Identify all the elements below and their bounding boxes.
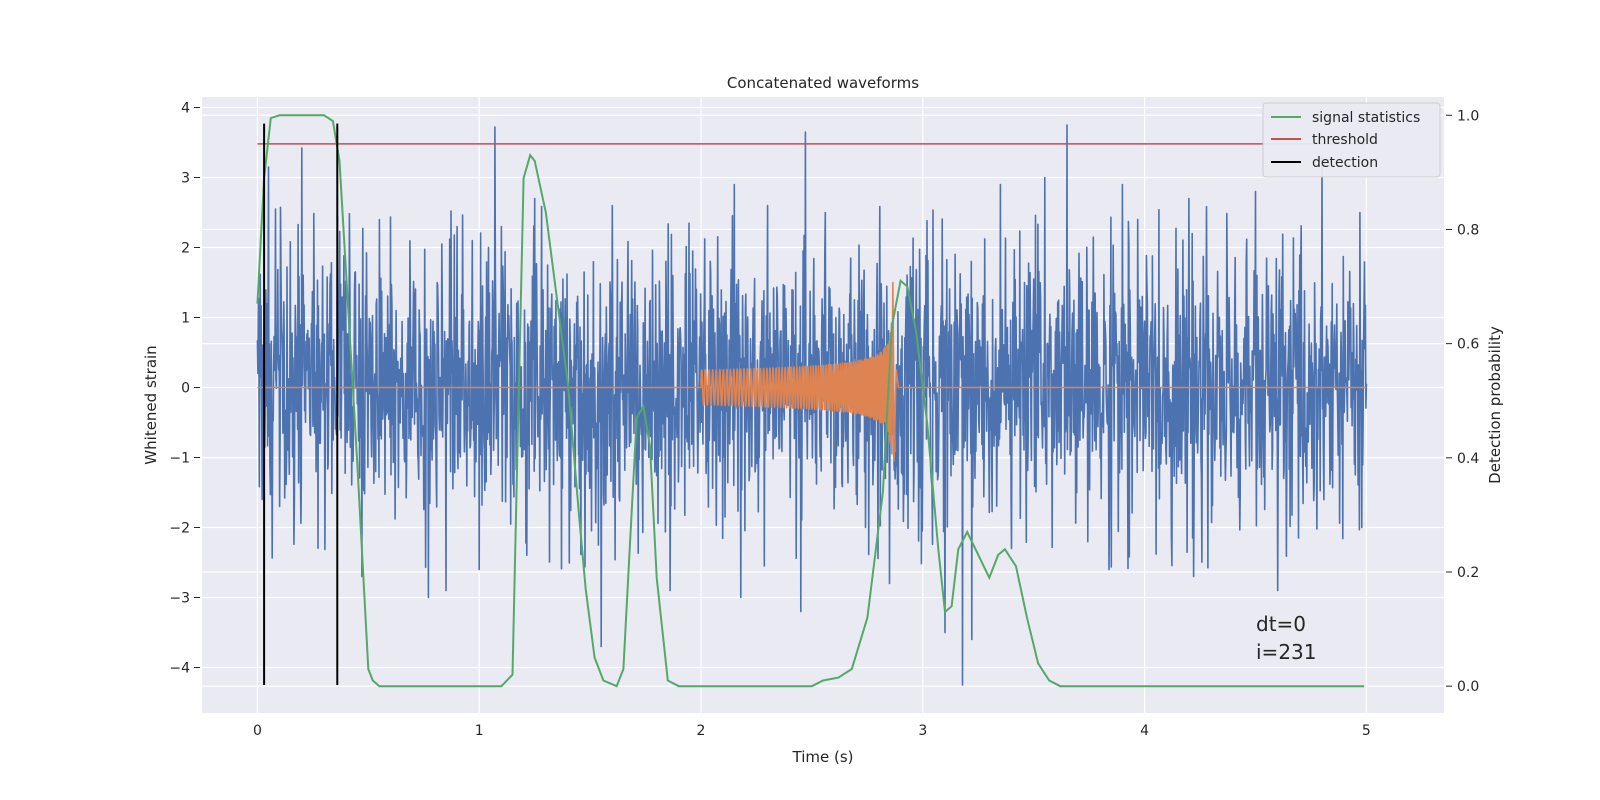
annotation-index: i=231 — [1256, 640, 1317, 664]
y-tick-label: 2 — [181, 241, 190, 257]
x-tick-label: 4 — [1140, 723, 1149, 739]
y-tick-label: 4 — [181, 101, 190, 117]
legend-detection-label: detection — [1312, 155, 1378, 171]
legend-statistics-label: signal statistics — [1312, 110, 1420, 126]
x-tick-label: 2 — [697, 723, 706, 739]
y-tick-label: −2 — [169, 521, 190, 537]
right-y-axis-ticks: 0.0 0.2 0.4 0.6 0.8 1.0 — [1446, 108, 1479, 695]
signal-statistics-line — [256, 114, 1365, 688]
chart-title: Concatenated waveforms — [727, 74, 919, 92]
y-tick-label: −4 — [169, 661, 190, 677]
right-y-tick-label: 0.0 — [1457, 679, 1479, 695]
right-y-tick-label: 0.2 — [1457, 565, 1479, 581]
y-tick-label: 0 — [181, 381, 190, 397]
annotation-dt: dt=0 — [1256, 612, 1306, 636]
x-tick-label: 5 — [1362, 723, 1371, 739]
x-tick-label: 0 — [253, 723, 262, 739]
x-axis-ticks: 0 1 2 3 4 5 — [253, 723, 1371, 739]
right-y-tick-label: 0.6 — [1457, 337, 1479, 353]
x-tick-label: 3 — [918, 723, 927, 739]
right-y-tick-label: 0.4 — [1457, 451, 1479, 467]
y-axis-ticks: −4 −3 −2 −1 0 1 2 3 4 — [169, 101, 200, 677]
y-axis-label: Whitened strain — [142, 345, 160, 464]
waveform-series-line — [257, 281, 1367, 462]
detection-lines — [263, 123, 339, 685]
right-y-tick-label: 0.8 — [1457, 222, 1479, 238]
y-tick-label: 3 — [181, 171, 190, 187]
legend-box — [1262, 102, 1441, 178]
legend: signal statistics threshold detection — [1262, 102, 1441, 178]
legend-threshold-label: threshold — [1312, 132, 1378, 148]
y-tick-label: −1 — [169, 451, 190, 467]
y-tick-label: −3 — [169, 591, 190, 607]
x-axis-label: Time (s) — [792, 748, 854, 766]
right-y-tick-label: 1.0 — [1457, 108, 1479, 124]
y-tick-label: 1 — [181, 311, 190, 327]
right-y-axis-label: Detection probability — [1486, 326, 1504, 484]
x-tick-label: 1 — [475, 723, 484, 739]
